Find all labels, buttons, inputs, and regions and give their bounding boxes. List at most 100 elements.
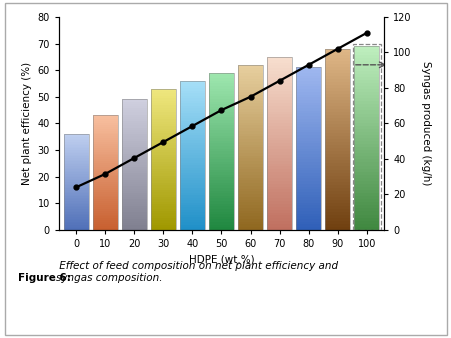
Bar [93, 128, 117, 131]
Bar [93, 132, 117, 135]
Bar [209, 141, 233, 143]
Bar [122, 165, 146, 167]
Bar [296, 151, 320, 154]
Bar [179, 177, 204, 180]
Bar [93, 176, 117, 178]
Bar [209, 162, 233, 164]
Bar [238, 95, 262, 98]
Bar [354, 95, 378, 98]
Bar [325, 136, 349, 139]
Bar [354, 147, 378, 150]
Bar [325, 191, 349, 194]
Bar [93, 151, 117, 153]
Bar [325, 64, 349, 67]
Bar [93, 127, 117, 129]
Bar [325, 206, 349, 209]
Bar [93, 182, 117, 184]
Bar [93, 220, 117, 222]
Bar [238, 219, 262, 222]
Bar [267, 123, 291, 126]
Bar [325, 157, 349, 161]
Bar [325, 199, 349, 203]
Bar [296, 92, 320, 95]
Bar [354, 211, 378, 215]
Bar [325, 97, 349, 100]
Bar [238, 161, 262, 164]
Bar [325, 196, 349, 200]
Bar [325, 175, 349, 178]
Bar [267, 132, 291, 135]
Bar [209, 190, 233, 193]
Bar [325, 142, 349, 145]
Bar [151, 122, 175, 124]
Bar [179, 173, 204, 175]
Bar [354, 208, 378, 212]
Bar [179, 192, 204, 195]
Bar [151, 103, 175, 105]
Bar [267, 65, 291, 68]
Bar [267, 198, 291, 201]
Bar [64, 198, 88, 199]
Bar [209, 201, 233, 204]
Bar [179, 128, 204, 130]
Bar [354, 181, 378, 184]
Bar [209, 172, 233, 175]
Bar [325, 76, 349, 79]
Bar [179, 93, 204, 96]
Bar [179, 207, 204, 210]
Bar [209, 227, 233, 230]
Bar [179, 197, 204, 200]
Bar [325, 160, 349, 164]
Bar [209, 188, 233, 191]
Bar [122, 217, 146, 219]
Bar [354, 52, 378, 55]
Bar [64, 220, 88, 222]
Bar [267, 106, 291, 109]
Bar [209, 101, 233, 104]
Bar [267, 108, 291, 112]
Bar [179, 210, 204, 213]
Bar [296, 97, 320, 100]
Bar [354, 101, 378, 104]
Bar [64, 207, 88, 209]
Bar [354, 156, 378, 160]
Bar [296, 227, 320, 230]
Bar [325, 106, 349, 109]
Bar [238, 65, 262, 68]
Bar [354, 98, 378, 101]
Bar [93, 146, 117, 148]
Bar [151, 190, 175, 192]
Bar [151, 197, 175, 199]
Bar [122, 123, 146, 125]
Bar [238, 227, 262, 230]
Bar [122, 188, 146, 191]
Bar [209, 83, 233, 86]
Bar [267, 218, 291, 221]
Bar [93, 184, 117, 186]
Bar [93, 205, 117, 207]
Bar [238, 125, 262, 128]
Bar [93, 174, 117, 176]
Bar [179, 222, 204, 225]
Bar [267, 163, 291, 166]
Bar [179, 145, 204, 148]
Bar [238, 221, 262, 224]
Bar [151, 223, 175, 225]
Bar [64, 228, 88, 230]
Bar [354, 168, 378, 172]
Bar [64, 142, 88, 144]
Bar [64, 166, 88, 168]
Bar [267, 68, 291, 71]
Bar [325, 67, 349, 70]
Bar [151, 176, 175, 178]
Bar [238, 158, 262, 161]
Bar [296, 70, 320, 73]
Bar [325, 185, 349, 188]
Bar [354, 117, 378, 120]
Bar [179, 108, 204, 111]
Bar [325, 94, 349, 97]
Bar [238, 92, 262, 95]
Bar [179, 217, 204, 220]
Bar [93, 134, 117, 136]
Bar [93, 218, 117, 220]
